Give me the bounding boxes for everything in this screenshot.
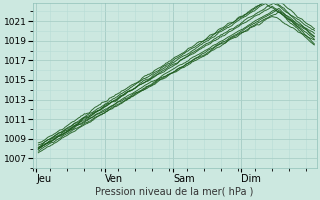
X-axis label: Pression niveau de la mer( hPa ): Pression niveau de la mer( hPa ) [95, 187, 254, 197]
